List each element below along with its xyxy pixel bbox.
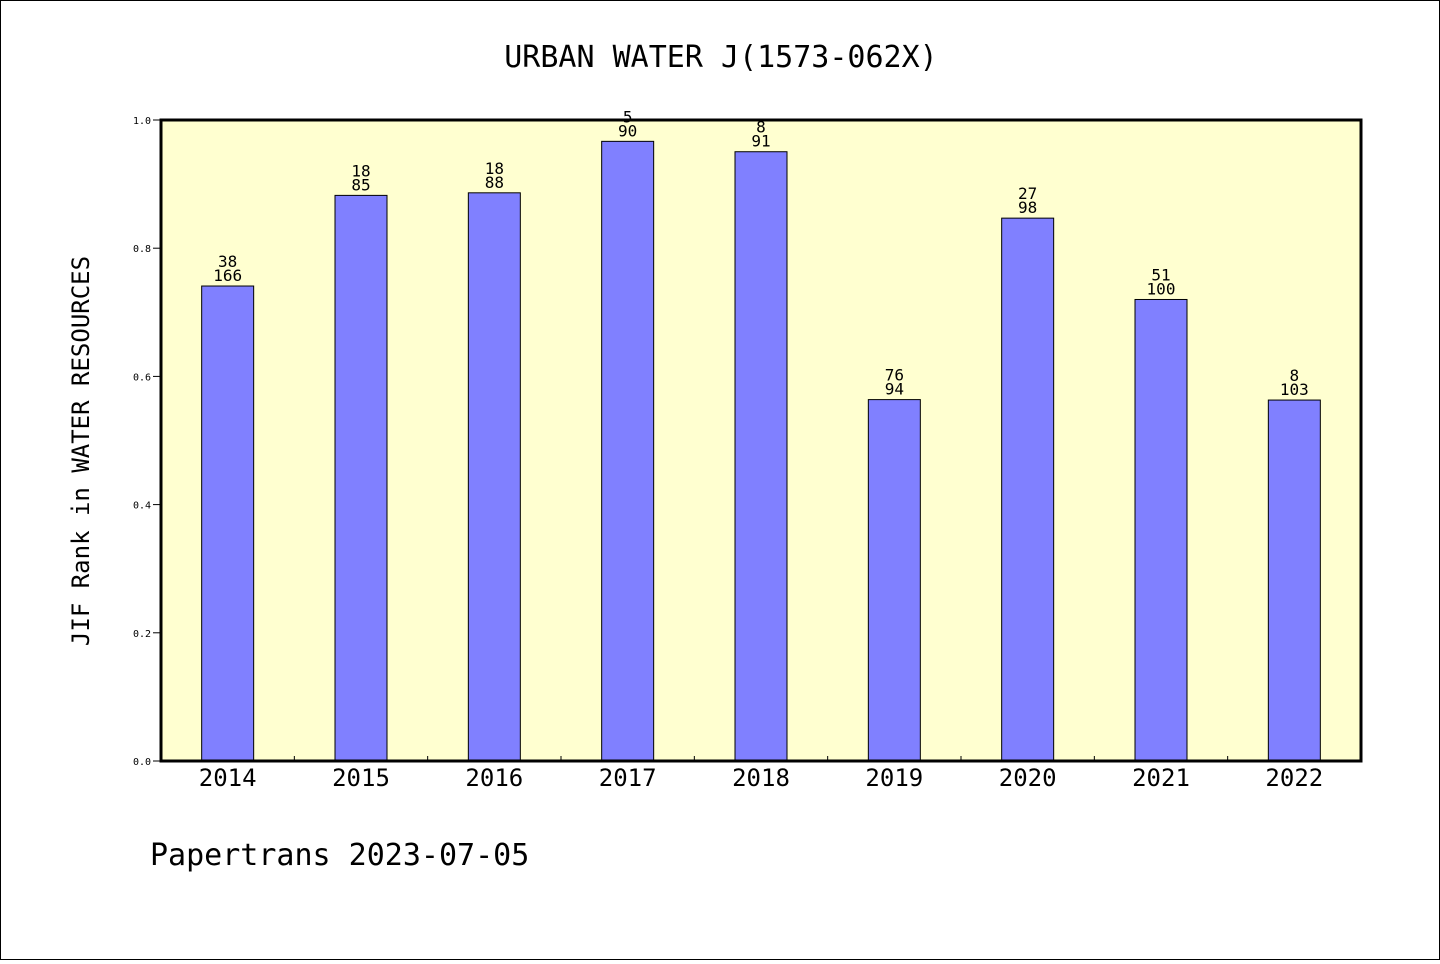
x-tick-label-2015: 2015 [332, 764, 390, 792]
y-axis-label: JIF Rank in WATER RESOURCES [67, 256, 95, 646]
x-tick-label-2018: 2018 [732, 764, 790, 792]
bar-rank-label-2016: 18 [485, 159, 504, 178]
bar-rank-label-2014: 38 [218, 252, 237, 271]
bar-total-label-2014: 166 [213, 266, 242, 285]
bar-total-label-2016: 88 [485, 173, 504, 192]
x-tick-label-2016: 2016 [465, 764, 523, 792]
y-tick-label: 1.0 [133, 116, 151, 127]
bar-2021 [1134, 298, 1188, 762]
x-tick-label-2022: 2022 [1265, 764, 1323, 792]
bar-total-label-2015: 85 [351, 175, 370, 194]
bar-rank-label-2019: 76 [885, 366, 904, 385]
y-tick-label: 0.0 [133, 757, 151, 768]
bar-2018 [734, 151, 788, 762]
footer-text: Papertrans 2023-07-05 [150, 838, 529, 873]
bar-2019 [867, 399, 921, 762]
y-tick-label: 0.2 [133, 629, 151, 640]
bar-total-label-2017: 90 [618, 121, 637, 140]
x-tick-label-2019: 2019 [865, 764, 923, 792]
y-tick-label: 0.6 [133, 372, 151, 383]
bar-2014 [201, 285, 255, 762]
x-tick-label-2020: 2020 [999, 764, 1057, 792]
axes-layer: 2014 2015 2016 2017 2018 2019 2020 2021 2022 0.0 0… [133, 116, 1323, 792]
bar-2022 [1267, 399, 1321, 762]
x-tick-label-2017: 2017 [599, 764, 657, 792]
bar-2015 [334, 194, 388, 762]
bar-rank-label-2017: 5 [623, 107, 633, 126]
bar-2016 [467, 192, 521, 762]
bar-total-label-2018: 91 [751, 132, 770, 151]
bar-rank-label-2020: 27 [1018, 184, 1037, 203]
bar-2017 [601, 140, 655, 762]
bar-total-label-2020: 98 [1018, 198, 1037, 217]
plot-border [159, 118, 1363, 763]
x-tick-label-2021: 2021 [1132, 764, 1190, 792]
bar-rank-label-2018: 8 [756, 118, 766, 137]
bar-2020 [1001, 217, 1055, 762]
bar-total-label-2021: 100 [1147, 279, 1176, 298]
bar-rank-label-2022: 8 [1290, 366, 1300, 385]
x-tick-label-2014: 2014 [199, 764, 257, 792]
y-tick-label: 0.4 [133, 501, 151, 512]
bar-rank-label-2021: 51 [1151, 265, 1170, 284]
y-tick-label: 0.8 [133, 244, 151, 255]
chart-title: URBAN WATER J(1573-062X) [504, 40, 937, 75]
bar-total-label-2022: 103 [1280, 380, 1309, 399]
bar-rank-label-2015: 18 [351, 161, 370, 180]
bar-total-label-2019: 94 [885, 380, 904, 399]
